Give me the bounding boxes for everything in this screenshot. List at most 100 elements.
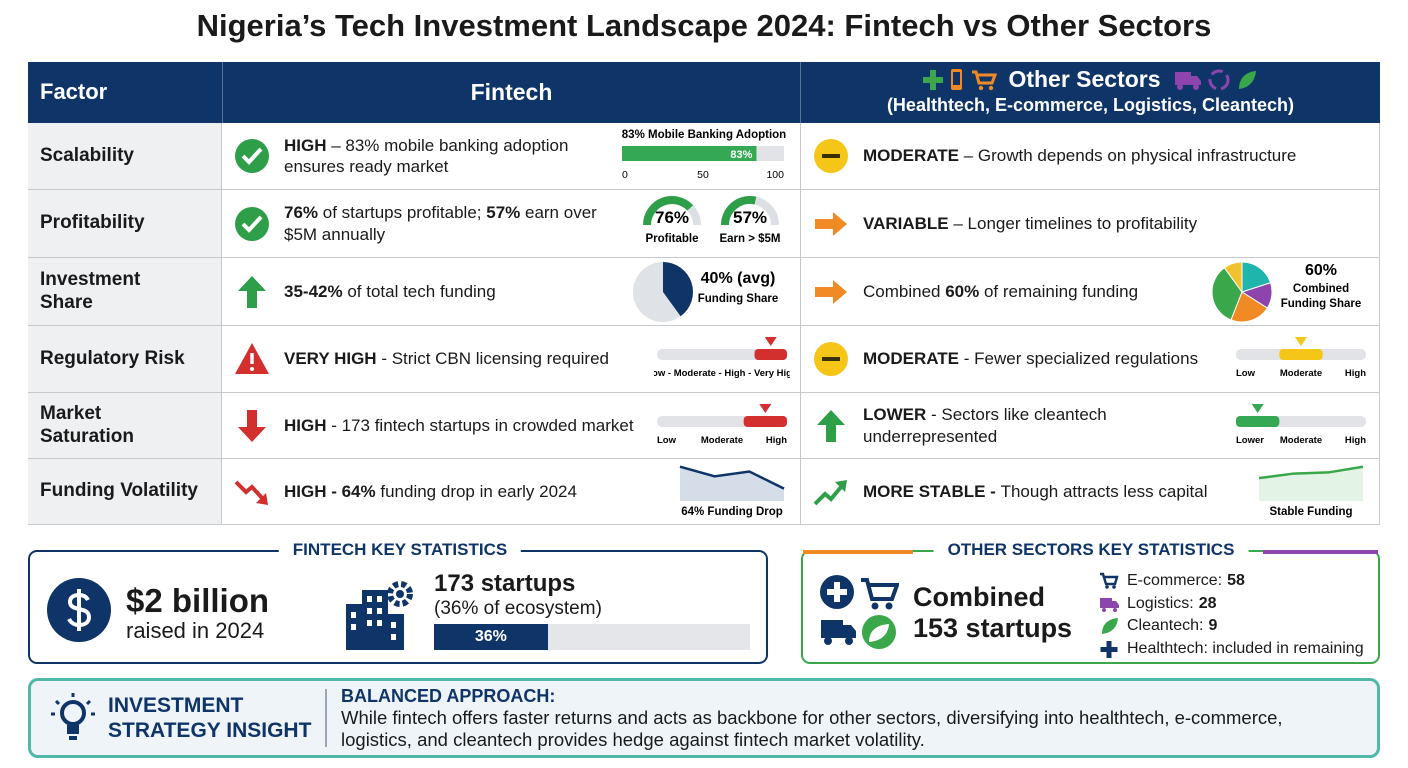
text-segment: 60%	[945, 281, 980, 301]
scale-label: High	[1345, 435, 1366, 446]
text-segment: - Sectors like cleantech underrepresente…	[863, 405, 1107, 446]
pie-slice	[1241, 260, 1272, 293]
page-title: Nigeria’s Tech Investment Landscape 2024…	[196, 8, 1212, 43]
gauge-chart: 76% Profitable 57% Earn > $5M	[643, 195, 781, 245]
pie-slice	[663, 261, 693, 316]
scale-label: High	[766, 435, 787, 446]
cell-text: VERY HIGH - Strict CBN licensing require…	[284, 348, 654, 369]
scale-level	[1236, 415, 1280, 427]
trend-chart: 64% Funding Drop	[679, 465, 785, 518]
scale-label: Moderate	[674, 368, 716, 379]
text-segment: - Fewer specialized regulations	[959, 349, 1199, 369]
scale-level	[743, 415, 787, 427]
icon	[1099, 616, 1119, 636]
other-cell: MODERATE - Fewer specialized regulations…	[801, 326, 1380, 393]
scale-chart: Low Moderate High	[657, 403, 787, 446]
trend-line	[679, 465, 785, 490]
text-segment: Though attracts less capital	[1000, 481, 1208, 501]
icon-trend-up	[813, 479, 847, 505]
icon-shape	[234, 480, 264, 499]
text-segment: LOWER	[863, 405, 927, 425]
cell-text: VARIABLE – Longer timelines to profitabi…	[863, 213, 1379, 234]
text-segment: HIGH - 64%	[284, 481, 376, 501]
icon-shape	[822, 357, 840, 361]
icon-check	[235, 206, 269, 241]
mini-chart: Low Moderate High	[1233, 336, 1369, 382]
scale-label: High	[1345, 368, 1366, 379]
share-label: 36%	[474, 628, 507, 645]
section-title: OTHER SECTORS KEY STATISTICS	[933, 540, 1249, 560]
scale-marker	[759, 403, 772, 413]
icon-moderate	[814, 139, 848, 173]
dollar-icon	[47, 578, 111, 642]
mini-chart: Lower Moderate High	[1233, 403, 1369, 449]
icon-shape	[815, 279, 847, 304]
text-segment: MORE STABLE -	[863, 481, 1001, 501]
insight-box: INVESTMENT STRATEGY INSIGHT BALANCED APP…	[28, 678, 1380, 758]
mini-chart: Low - Moderate - High - Very High	[654, 336, 790, 382]
pie-label: Funding Share	[698, 293, 779, 305]
fintech-cell: 76% of startups profitable; 57% earn ove…	[222, 190, 801, 258]
accent	[1263, 550, 1378, 554]
fintech-cell: VERY HIGH - Strict CBN licensing require…	[222, 326, 801, 393]
icon	[1099, 594, 1119, 614]
building-icon	[346, 581, 413, 650]
icon-leaf	[1102, 618, 1118, 635]
cell-text: HIGH – 83% mobile banking adoption ensur…	[284, 135, 618, 178]
gauge-arc	[643, 195, 694, 225]
pie-label: Funding Share	[1281, 298, 1362, 310]
share-bar: 36%	[434, 624, 548, 650]
scale-labels: Low - Moderate - High - Very High	[654, 368, 790, 379]
text-segment: Combined	[863, 281, 946, 301]
other-cell: MORE STABLE - Though attracts less capit…	[801, 459, 1380, 525]
sector-item: Logistics: 28	[1099, 593, 1364, 616]
icon	[234, 341, 270, 377]
fintech-cell: HIGH - 64% funding drop in early 2024 64%…	[222, 459, 801, 525]
gauge-value: 57%	[733, 208, 767, 227]
sector-value: 9	[1208, 617, 1218, 635]
header-other-line: Other Sectors	[801, 66, 1380, 93]
factor-label: Market	[40, 402, 102, 424]
gauge-label: Earn > $5M	[719, 233, 780, 245]
icon-shape	[238, 409, 266, 442]
fintech-cell: 35-42% of total tech funding 40% (avg) Fun…	[222, 258, 801, 326]
fintech-stats: FINTECH KEY STATISTICS $2 billion raised…	[28, 540, 768, 664]
other-cell: Combined 60% of remaining funding 60% Comb…	[801, 258, 1380, 326]
amount-note: raised in 2024	[126, 618, 265, 643]
icon	[813, 138, 849, 174]
text-segment: of remaining funding	[979, 281, 1139, 301]
scale-separator: -	[716, 368, 724, 379]
other-cell: LOWER - Sectors like cleantech underrepr…	[801, 393, 1380, 459]
icon	[813, 474, 849, 510]
bulb-icon	[51, 693, 95, 740]
text-segment: of total tech funding	[342, 281, 496, 301]
sector-item: E-commerce: 58	[1099, 570, 1364, 593]
mini-chart: 76% Profitable 57% Earn > $5M	[638, 193, 790, 255]
header-fintech: Fintech	[222, 62, 801, 123]
cell-text: Combined 60% of remaining funding	[863, 281, 1209, 302]
other-cell: MODERATE – Growth depends on physical in…	[801, 123, 1380, 190]
scale-chart: Low - Moderate - High - Very High	[654, 337, 790, 379]
scale-label: Very High	[754, 368, 790, 379]
scale-chart: Low Moderate High	[1236, 337, 1366, 379]
scale-marker	[1251, 403, 1264, 413]
sector-label: Healthtech: included in remaining	[1127, 639, 1364, 657]
x-tick-label: 100	[766, 169, 784, 181]
icon-shape	[1113, 607, 1117, 612]
icon	[234, 474, 270, 510]
scale-marker	[1295, 337, 1307, 346]
share-track: 36%	[434, 624, 750, 650]
sector-icons	[1174, 69, 1256, 90]
icon-cart	[1100, 573, 1119, 590]
header-other: Other Sectors (Healthtech, E-commerce, L…	[801, 66, 1380, 116]
icon-up	[238, 275, 266, 308]
header-factor: Factor	[40, 79, 108, 104]
icon	[813, 274, 849, 310]
sector-label: E-commerce:	[1127, 572, 1223, 590]
bar-label: 83%	[730, 149, 752, 161]
icon-shape	[241, 147, 263, 165]
factor-cell: Scalability	[28, 123, 222, 190]
scale-track	[657, 349, 787, 360]
icon	[234, 408, 270, 444]
icon-trend-down	[234, 480, 268, 505]
